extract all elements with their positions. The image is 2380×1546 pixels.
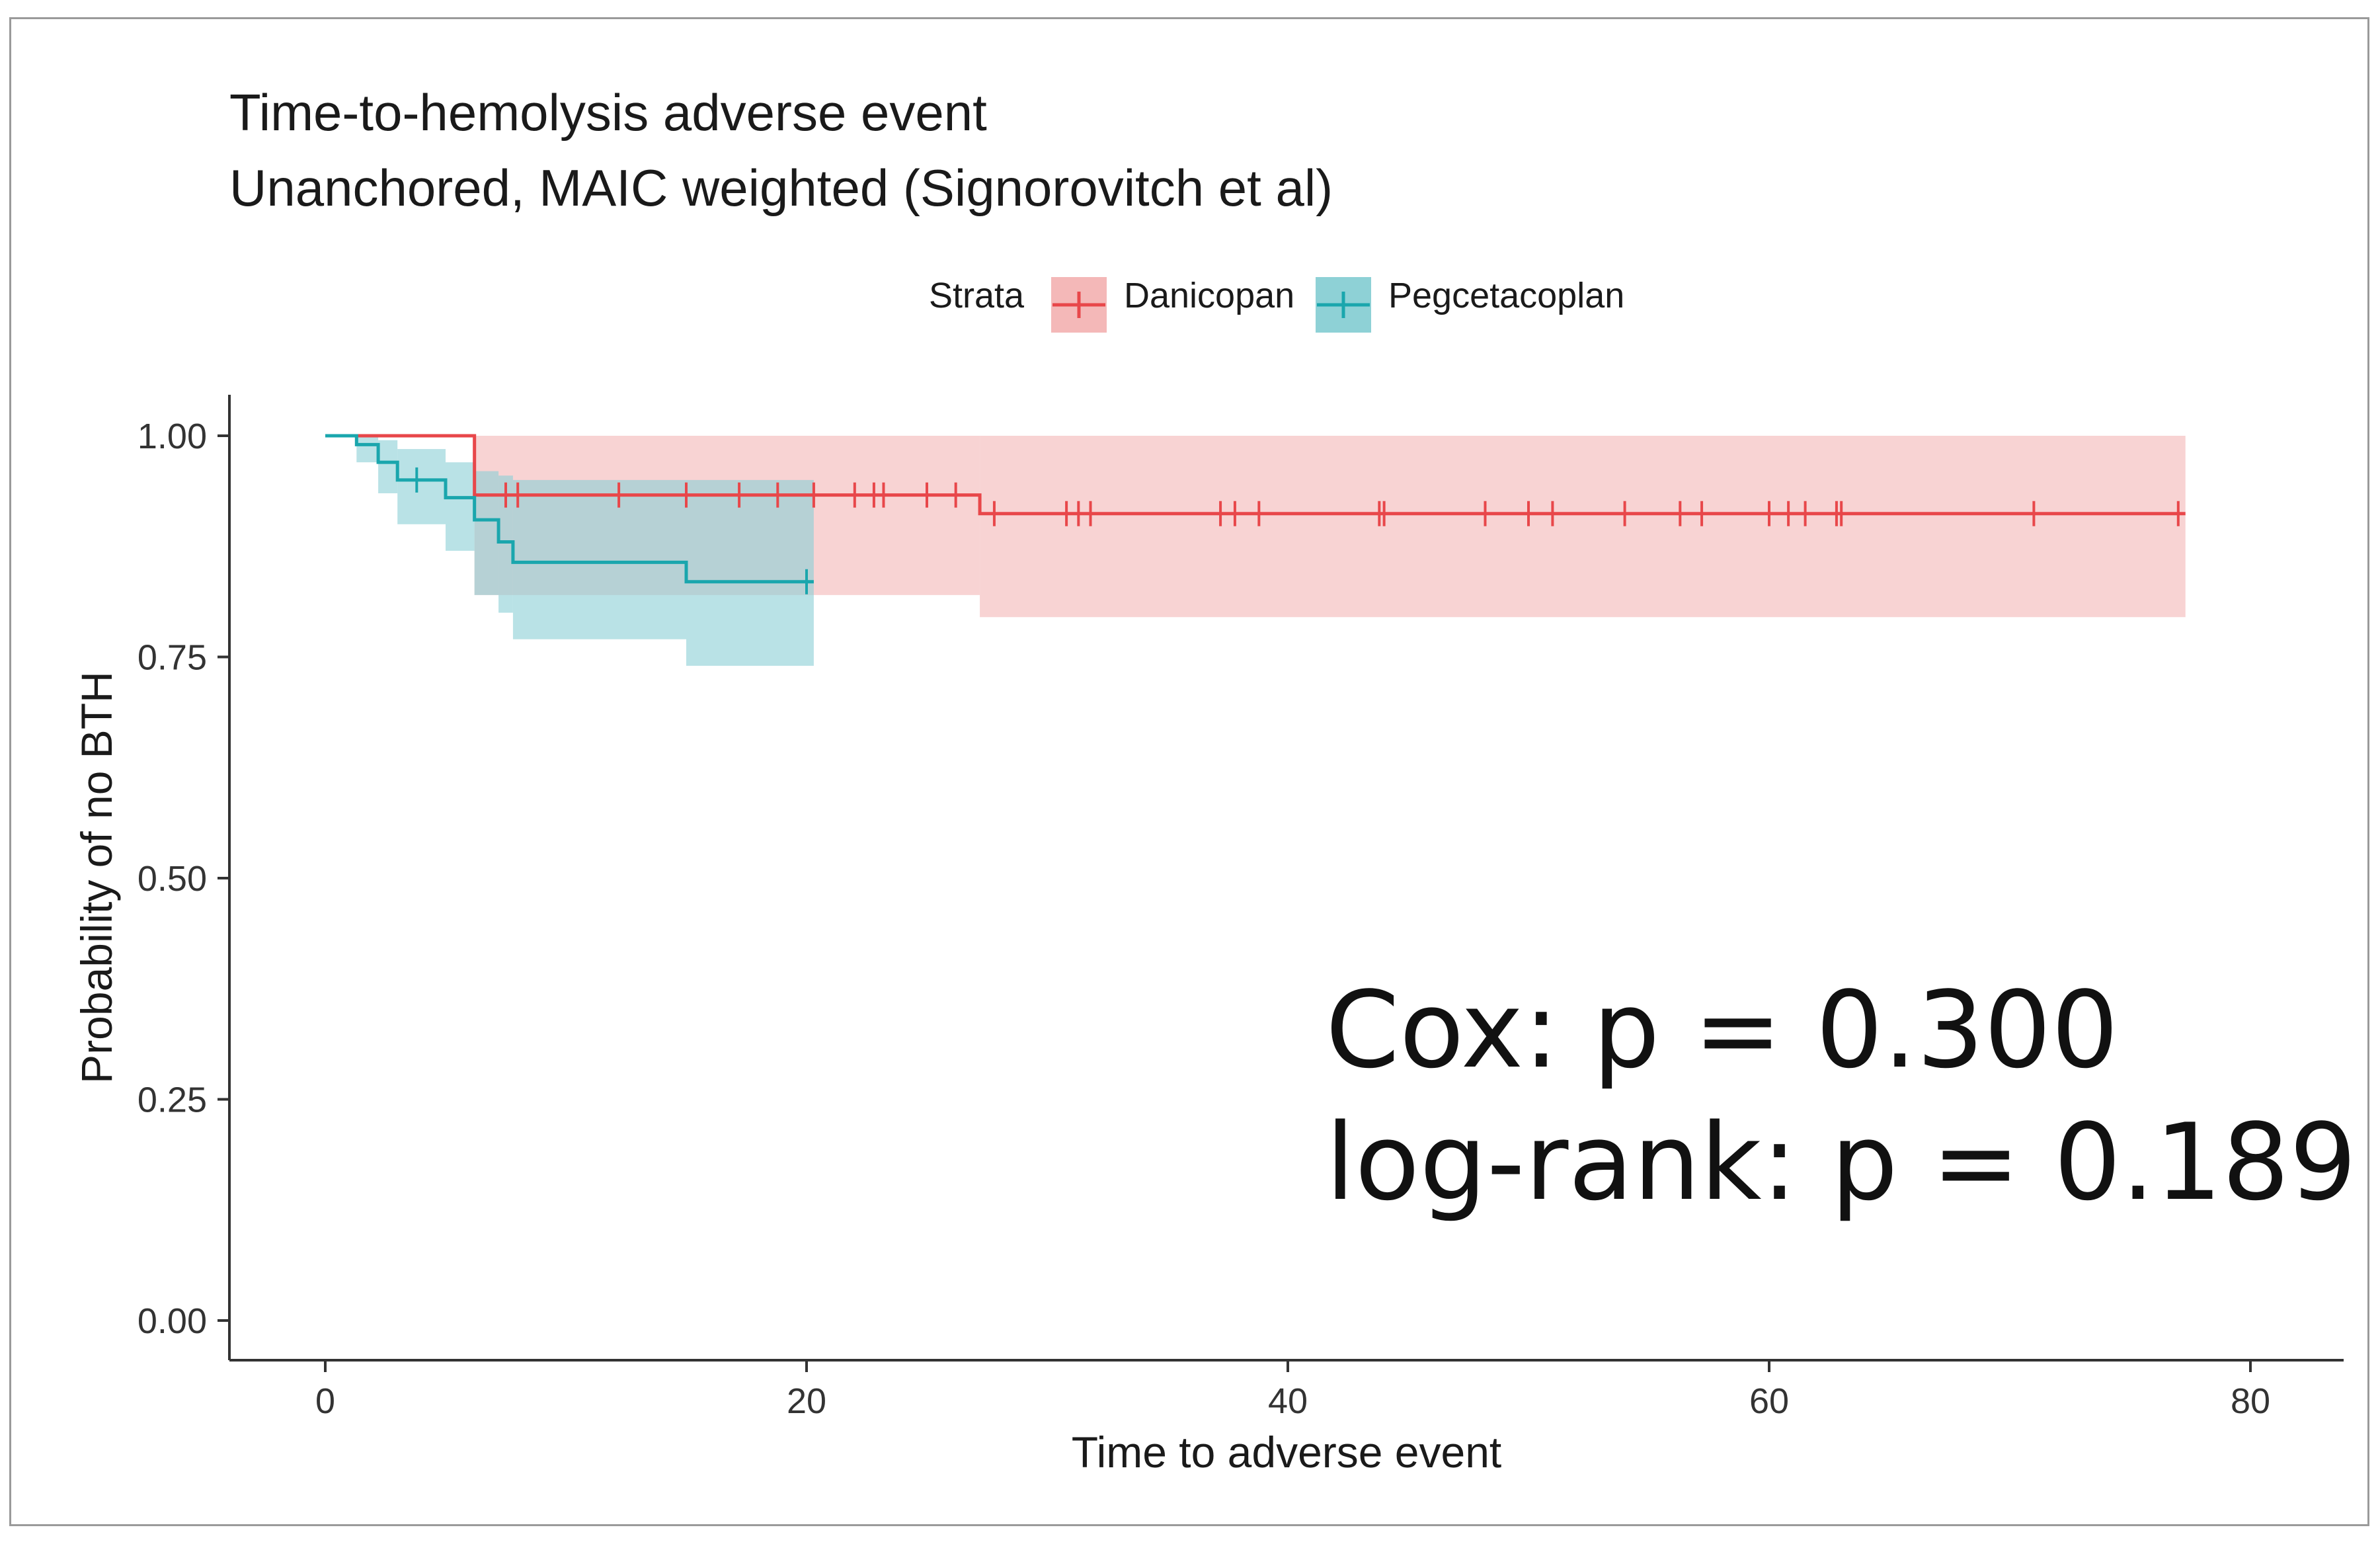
survival-curve-danicopan [325, 434, 2186, 516]
legend-title: Strata [929, 276, 1025, 315]
x-axis-title: Time to adverse event [1072, 1428, 1502, 1477]
ci-band-pegcetacoplan [498, 475, 513, 613]
y-axis-title: Probability of no BTH [72, 671, 121, 1084]
x-tick-label: 0 [315, 1381, 335, 1421]
ci-band-pegcetacoplan [446, 462, 475, 551]
km-chart: Time-to-hemolysis adverse event Unanchor… [72, 83, 2357, 1477]
legend-label-pegcetacoplan: Pegcetacoplan [1388, 276, 1624, 315]
censor-marks [415, 467, 2180, 594]
y-tick-label: 0.50 [138, 859, 207, 899]
x-tick-label: 20 [787, 1381, 826, 1421]
ci-band-danicopan [980, 436, 2186, 618]
survival-curves [325, 434, 2186, 584]
logrank-annotation: log-rank: p = 0.189 [1326, 1100, 2357, 1224]
figure-frame: Time-to-hemolysis adverse event Unanchor… [9, 17, 2369, 1526]
ci-band-pegcetacoplan [474, 471, 499, 595]
confidence-bands [356, 436, 2186, 666]
y-tick-label: 0.75 [138, 638, 207, 678]
x-ticks: 0 20 40 60 80 [315, 1360, 2270, 1421]
x-tick-label: 60 [1749, 1381, 1789, 1421]
x-tick-label: 80 [2231, 1381, 2270, 1421]
y-ticks: 0.00 0.25 0.50 0.75 1.00 [138, 417, 229, 1341]
y-tick-label: 0.25 [138, 1080, 207, 1120]
ci-band-pegcetacoplan [686, 479, 814, 666]
chart-title: Time-to-hemolysis adverse event [229, 83, 987, 142]
ci-band-pegcetacoplan [356, 436, 379, 463]
ci-band-pegcetacoplan [397, 449, 446, 524]
survival-curve-pegcetacoplan [325, 434, 814, 584]
cox-annotation: Cox: p = 0.300 [1326, 968, 2119, 1092]
chart-subtitle: Unanchored, MAIC weighted (Signorovitch … [229, 159, 1333, 217]
ci-band-pegcetacoplan [378, 440, 398, 493]
y-tick-label: 1.00 [138, 417, 207, 456]
y-tick-label: 0.00 [138, 1301, 207, 1341]
x-tick-label: 40 [1268, 1381, 1308, 1421]
legend: Strata Danicopan Pegcetacoplan [929, 276, 1624, 333]
legend-label-danicopan: Danicopan [1124, 276, 1294, 315]
ci-band-pegcetacoplan [512, 479, 686, 639]
